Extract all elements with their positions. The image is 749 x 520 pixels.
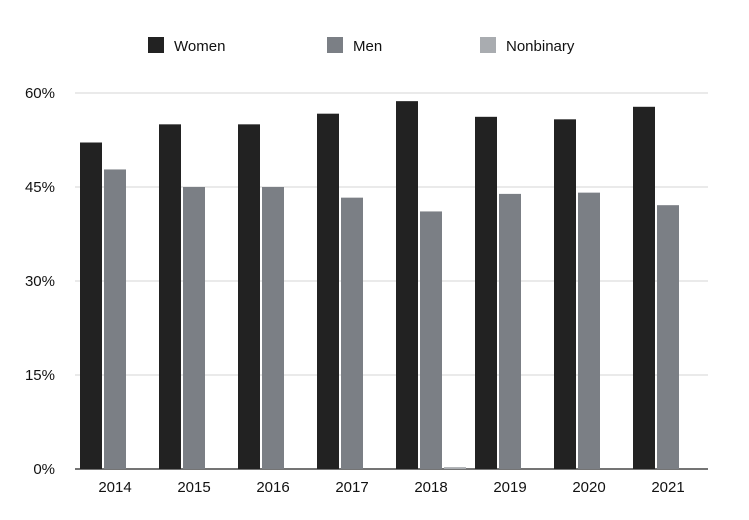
x-tick-label: 2021: [651, 479, 684, 496]
y-tick-label: 15%: [25, 367, 55, 384]
legend-swatch-men: [327, 37, 343, 53]
legend-swatch-women: [148, 37, 164, 53]
bar-women-2015: [159, 124, 181, 469]
legend-label-women: Women: [174, 38, 225, 55]
y-tick-label: 45%: [25, 179, 55, 196]
y-tick-label: 60%: [25, 85, 55, 102]
bars: [80, 101, 679, 470]
bar-women-2021: [633, 106, 655, 469]
bar-men-2019: [499, 193, 521, 470]
y-tick-label: 30%: [25, 273, 55, 290]
bar-men-2018: [420, 211, 442, 469]
legend: Women Men Nonbinary: [148, 37, 575, 55]
x-tick-label: 2020: [572, 479, 605, 496]
y-tick-label: 0%: [33, 461, 55, 478]
bar-nonbinary-2018: [444, 467, 466, 469]
bar-men-2020: [578, 192, 600, 469]
x-tick-label: 2016: [256, 479, 289, 496]
x-tick-label: 2015: [177, 479, 210, 496]
x-tick-label: 2019: [493, 479, 526, 496]
bar-women-2020: [554, 119, 576, 469]
x-tick-label: 2014: [98, 479, 131, 496]
x-axis: 2014 2015 2016 2017 2018 2019 2020 2021: [98, 479, 684, 496]
legend-swatch-nonbinary: [480, 37, 496, 53]
bar-men-2017: [341, 197, 363, 470]
bar-men-2015: [183, 187, 205, 469]
y-axis: 0% 15% 30% 45% 60%: [25, 85, 55, 478]
bar-women-2014: [80, 142, 102, 470]
bar-men-2014: [104, 169, 126, 469]
bar-men-2016: [262, 187, 284, 469]
bar-men-2021: [657, 205, 679, 469]
bar-women-2019: [475, 116, 497, 470]
legend-label-men: Men: [353, 38, 382, 55]
legend-label-nonbinary: Nonbinary: [506, 38, 575, 55]
x-tick-label: 2018: [414, 479, 447, 496]
bar-women-2017: [317, 113, 339, 470]
bar-women-2016: [238, 124, 260, 469]
x-tick-label: 2017: [335, 479, 368, 496]
bar-women-2018: [396, 101, 418, 469]
